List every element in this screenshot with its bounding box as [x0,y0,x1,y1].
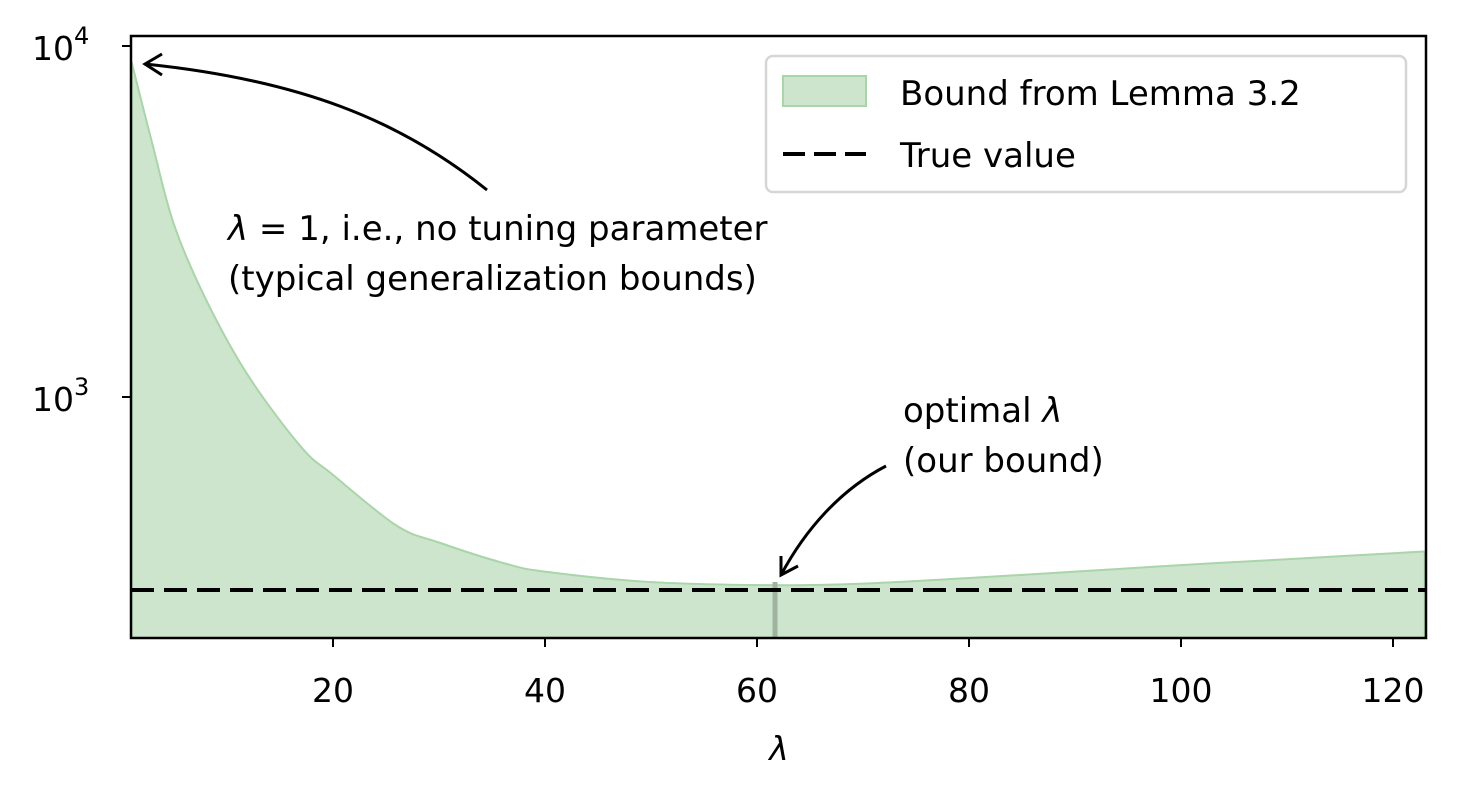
legend-label-true-value: True value [899,136,1076,176]
y-tick-label: 104 [32,22,89,68]
annotation-text-line1: optimal λ [903,391,1063,431]
annotation-optimal: optimal λ (our bound) [779,391,1104,578]
legend: Bound from Lemma 3.2 True value [764,54,1408,194]
legend-box [764,54,1408,194]
x-axis: 20 40 60 80 100 120 λ [312,638,1425,768]
x-tick-label: 60 [736,671,778,710]
x-axis-label: λ [767,729,789,768]
legend-label-bound: Bound from Lemma 3.2 [900,74,1301,114]
annotation-text-line2: (our bound) [903,441,1104,481]
legend-swatch-bound [782,75,867,107]
bound-area [131,61,1426,638]
annotation-arrow-icon [779,464,887,576]
annotation-text-line1: λ = 1, i.e., no tuning parameter [226,209,768,249]
arrowhead-icon [779,556,799,578]
x-tick-label: 20 [312,671,354,710]
axes-frame [129,34,1428,640]
x-tick-label: 40 [524,671,566,710]
x-tick-label: 120 [1362,671,1425,710]
y-axis: 104 103 [32,22,131,419]
arrowhead-icon [142,52,163,77]
x-tick-label: 80 [948,671,990,710]
annotation-text-line2: (typical generalization bounds) [228,259,757,299]
annotation-no-tuning: λ = 1, i.e., no tuning parameter (typica… [142,52,768,299]
annotation-arrow-icon [144,62,488,192]
y-tick-label: 103 [32,373,89,419]
x-tick-label: 100 [1150,671,1213,710]
